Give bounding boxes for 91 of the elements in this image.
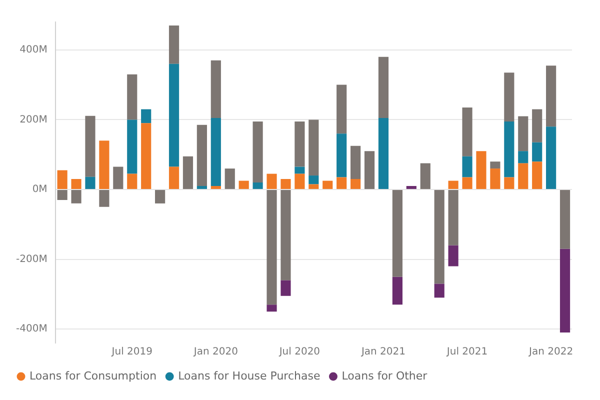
bar [141,123,152,189]
bar [560,190,570,249]
bar [448,180,458,189]
bar [364,151,375,189]
bar [308,176,319,184]
bar [99,140,110,189]
bar [99,190,110,207]
bar [560,248,570,333]
bar [252,182,263,189]
bar [378,118,389,189]
bar [406,186,416,189]
bar [127,74,138,120]
bar [462,156,472,178]
bar [210,118,221,186]
bar [294,174,305,189]
bar [57,170,68,189]
bar [210,186,221,189]
x-tick-label: Jan 2021 [360,346,406,358]
bar [490,168,500,189]
bar [308,120,319,176]
bar [168,166,180,189]
bar [141,109,152,124]
bar [71,190,82,204]
bar [434,190,444,284]
bar [168,25,180,64]
bar [210,60,221,118]
bar [266,304,277,312]
bar [57,190,68,200]
bar [392,276,402,305]
bar [532,109,542,142]
bar [490,162,500,169]
bar [448,190,458,246]
x-tick-label: Jul 2021 [446,346,488,358]
bar [462,107,472,156]
legend-label: Loans for Other [342,369,428,382]
bar [196,124,207,186]
bar [168,64,180,167]
bar [280,280,291,296]
bar [504,72,514,122]
bar [308,184,319,189]
bar [532,142,542,162]
legend-label: Loans for Consumption [30,369,157,382]
bar [448,245,458,266]
bar [392,190,402,277]
bar [252,121,263,182]
bar [155,190,166,204]
bar [378,56,389,118]
x-tick-label: Jan 2020 [192,346,238,358]
y-tick-label: 0M [32,184,48,196]
bar [518,151,528,164]
y-tick-label: 400M [20,44,48,56]
bar [266,190,277,305]
bar [127,120,138,174]
y-tick-label: 200M [20,114,48,126]
x-tick-label: Jul 2020 [278,346,320,358]
bar [336,177,347,189]
bar [350,146,361,180]
bar [294,166,305,174]
bar [434,284,444,298]
x-tick-label: Jan 2022 [528,346,574,358]
bar [294,121,305,167]
bar [238,180,249,189]
bar [476,151,486,189]
bar [546,66,556,127]
bar [336,134,347,178]
bar [85,116,96,177]
bar [420,163,430,189]
bar [336,84,347,134]
bar [504,121,514,178]
bar [127,174,138,189]
bar [322,180,333,189]
bar [350,179,361,189]
bar [113,166,124,189]
bar [266,174,277,189]
bar [182,156,194,189]
bar [518,116,528,152]
bar [71,179,82,189]
bar [532,162,542,189]
bar [196,186,207,189]
bar [224,168,235,189]
x-tick-label: Jul 2019 [110,346,152,358]
bar [518,163,528,189]
bar [280,179,291,189]
y-tick-label: -200M [16,254,48,265]
bar [546,126,556,189]
bar [280,190,291,280]
y-tick-label: -400M [16,324,48,335]
bar [462,177,472,189]
bar [85,176,96,189]
bar [504,177,514,189]
legend-label: Loans for House Purchase [178,369,320,382]
